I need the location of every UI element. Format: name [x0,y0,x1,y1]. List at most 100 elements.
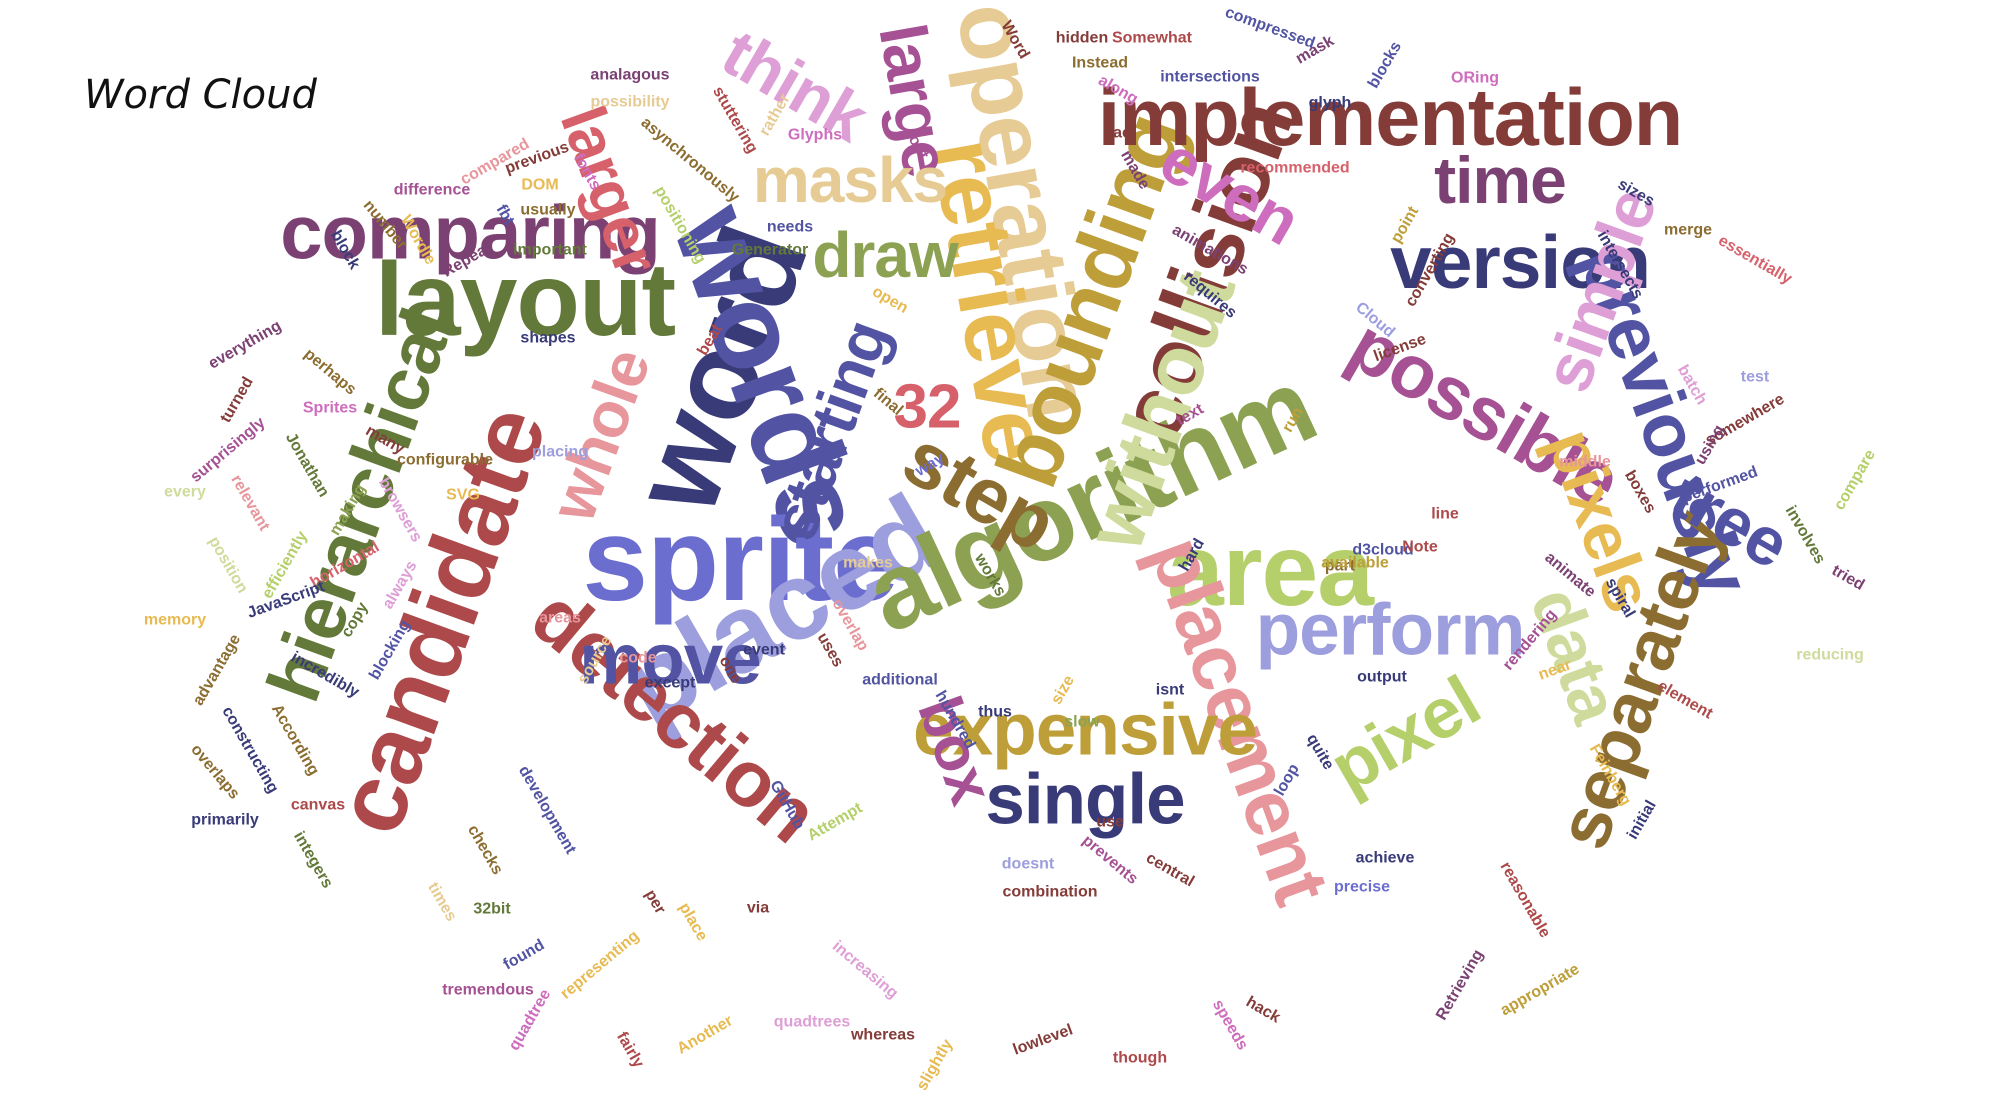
cloud-word-times: times [424,880,460,925]
cloud-word-reducing: reducing [1796,647,1864,664]
cloud-word-somewhat: Somewhat [1112,30,1193,47]
cloud-word-time: time [1434,143,1566,217]
cloud-word-use: use [1096,814,1124,831]
cloud-word-advantage: advantage [190,631,244,708]
cloud-word-available: available [1321,555,1389,572]
cloud-word-via: via [747,900,769,917]
cloud-word-overlaps: overlaps [187,741,242,802]
cloud-word-except: except [645,675,696,692]
cloud-word-every: every [164,484,206,501]
cloud-word-compressed: compressed [1223,4,1317,52]
cloud-word-shapes: shapes [520,330,575,347]
cloud-word-hidden: hidden [1056,30,1108,47]
cloud-word-retrieving: Retrieving [1433,947,1487,1023]
cloud-word-surprisingly: surprisingly [187,414,268,486]
cloud-word-canvas: canvas [291,797,345,814]
cloud-word-doesnt: doesnt [1002,856,1055,873]
cloud-word-memory: memory [144,612,206,629]
cloud-word-increasing: increasing [829,938,901,1002]
cloud-word-note: Note [1402,539,1438,556]
cloud-word-comparing: comparing [280,191,660,276]
cloud-word-area: area [1167,513,1375,627]
chart-title: Word Cloud [84,72,317,118]
cloud-word-representing: representing [557,927,642,1002]
cloud-word-prevents: prevents [1079,832,1141,888]
cloud-word-isnt: isnt [1156,682,1185,699]
cloud-word-fairly: fairly [613,1029,647,1071]
cloud-word-areas: areas [539,610,581,627]
cloud-word-slow: slow [1064,714,1100,731]
cloud-word-version: version [1390,220,1650,304]
cloud-word-compare: compare [1831,447,1879,513]
cloud-word-oring: ORing [1451,70,1499,87]
cloud-word-configurable: configurable [397,452,493,469]
cloud-word-recommended: recommended [1240,160,1349,177]
cloud-word-combination: combination [1002,884,1097,901]
cloud-word-whereas: whereas [850,1027,915,1044]
cloud-word-intersections: intersections [1160,69,1260,86]
cloud-word-draw: draw [812,219,959,291]
cloud-word-instead: Instead [1072,55,1128,72]
cloud-word-central: central [1143,850,1197,891]
cloud-word-checks: checks [464,822,506,878]
cloud-word-line: line [1431,506,1459,523]
cloud-word-turned: turned [217,374,257,426]
cloud-word-svg: SVG [446,487,480,504]
cloud-word-essentially: essentially [1715,232,1794,288]
cloud-word-event: event [743,642,785,659]
cloud-word-middle: middle [1559,454,1611,471]
cloud-word-perform: perform [1256,590,1525,671]
cloud-word-important: important [513,242,587,259]
cloud-word-position: position [205,534,251,596]
cloud-word-perhaps: perhaps [301,345,360,398]
cloud-word-layout: layout [375,242,676,358]
cloud-word-test: test [1741,369,1770,386]
cloud-word-expensive: expensive [913,690,1257,771]
cloud-word-analagous: analagous [590,67,669,84]
cloud-word-relevant: relevant [227,472,273,534]
cloud-word-part: part [1325,558,1356,575]
cloud-word-sprites: Sprites [303,400,357,417]
cloud-word-place: place [675,900,710,944]
cloud-word-development: development [515,763,579,858]
cloud-word-jonathan: Jonathan [282,430,332,500]
cloud-word-code: code [619,650,656,667]
cloud-word-tremendous: tremendous [442,982,534,999]
cloud-word-output: output [1357,669,1407,686]
cloud-word-quadtrees: quadtrees [774,1014,851,1031]
cloud-word-found: found [501,937,548,974]
cloud-word-precise: precise [1334,879,1390,896]
cloud-word-according: According [268,701,322,778]
cloud-word-dom: DOM [521,177,558,194]
cloud-word-usually: usually [520,202,575,219]
cloud-word-appropriate: appropriate [1498,961,1583,1020]
cloud-word-move: move [579,621,760,700]
cloud-word-lowlevel: lowlevel [1011,1021,1075,1058]
cloud-word-hack: hack [1243,994,1283,1027]
cloud-word-merge: merge [1664,222,1712,239]
cloud-word-d3cloud: d3cloud [1352,542,1413,559]
cloud-word-glyph: glyph [1309,95,1352,112]
cloud-word-additional: additional [862,672,938,689]
cloud-word-everything: everything [206,317,285,372]
cloud-word-per: per [641,887,668,917]
cloud-word-sprite: sprite [582,494,897,626]
cloud-word-difference: difference [394,182,471,199]
cloud-word-slightly: slightly [914,1036,957,1093]
cloud-word-tried: tried [1829,562,1868,594]
cloud-word-makes: makes [843,555,893,572]
cloud-word-glyphs: Glyphs [788,127,842,144]
cloud-word-implementation: implementation [1098,73,1683,163]
cloud-word-generator: Generator [732,242,808,259]
cloud-word-achieve: achieve [1356,850,1415,867]
cloud-word-another: Another [674,1012,736,1057]
cloud-word-integers: integers [290,829,336,891]
cloud-word-placing: placing [532,444,588,461]
cloud-word-fact: fact [1108,125,1137,142]
cloud-word-thus: thus [978,704,1012,721]
cloud-word-32: 32 [894,373,961,442]
cloud-word-reasonable: reasonable [1497,859,1554,941]
cloud-word-needs: needs [767,219,813,236]
cloud-word-possibility: possibility [590,94,669,111]
